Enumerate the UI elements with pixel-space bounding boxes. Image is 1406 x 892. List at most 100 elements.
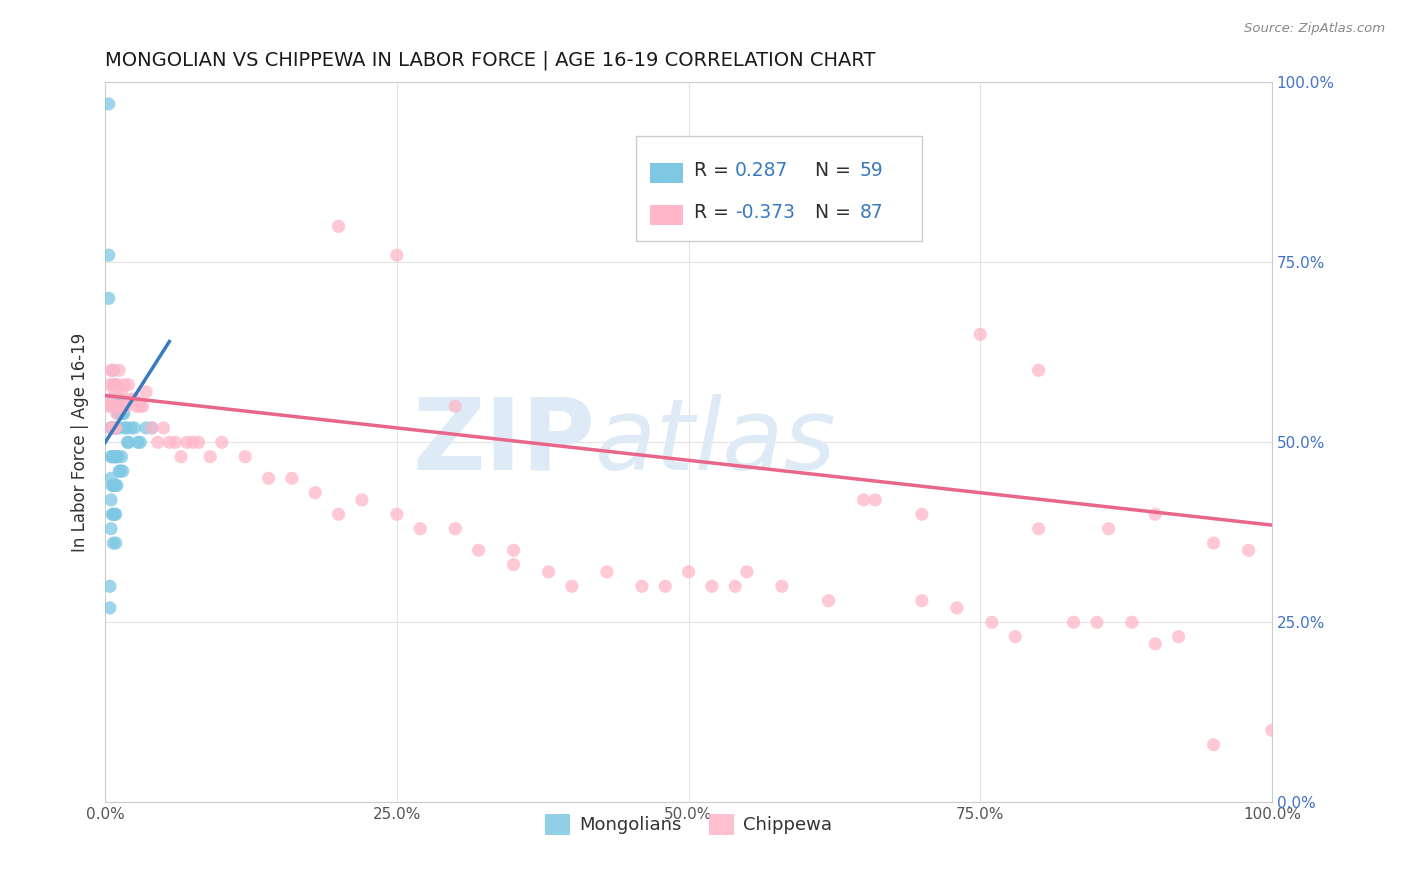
Point [110, 450, 132, 464]
Point [101, 400, 124, 414]
Point [101, 400, 124, 414]
Point [104, 421, 127, 435]
Text: 87: 87 [860, 203, 884, 222]
Point [257, 471, 280, 485]
Point [105, 377, 128, 392]
Text: MONGOLIAN VS CHIPPEWA IN LABOR FORCE | AGE 16-19 CORRELATION CHART: MONGOLIAN VS CHIPPEWA IN LABOR FORCE | A… [105, 51, 876, 70]
Point [385, 248, 408, 262]
Point [103, 392, 125, 406]
Point [141, 421, 163, 435]
Point [100, 492, 122, 507]
Point [911, 508, 934, 522]
Point [770, 579, 793, 593]
Point [103, 363, 125, 377]
Point [103, 508, 125, 522]
Point [103, 377, 125, 392]
Point [350, 492, 373, 507]
Point [100, 421, 122, 435]
Point [281, 471, 304, 485]
Point [115, 400, 138, 414]
Point [129, 400, 152, 414]
Point [654, 579, 676, 593]
Point [1121, 615, 1143, 630]
Point [502, 543, 524, 558]
Point [103, 536, 125, 550]
Point [200, 450, 222, 464]
Point [98, 579, 121, 593]
Text: N =: N = [803, 161, 856, 180]
Point [817, 593, 839, 607]
Point [108, 363, 131, 377]
Text: atlas: atlas [595, 393, 837, 491]
Point [537, 565, 560, 579]
Point [211, 435, 233, 450]
Point [328, 219, 350, 234]
Point [108, 421, 131, 435]
FancyBboxPatch shape [636, 136, 922, 241]
Point [111, 464, 134, 478]
Point [104, 450, 127, 464]
Text: -0.373: -0.373 [735, 203, 796, 222]
Point [678, 565, 700, 579]
Point [98, 377, 121, 392]
Point [1097, 522, 1119, 536]
Point [170, 450, 193, 464]
Point [103, 421, 125, 435]
Point [107, 400, 129, 414]
Point [103, 384, 125, 399]
Point [187, 435, 209, 450]
Point [110, 400, 132, 414]
Point [103, 421, 125, 435]
Point [108, 464, 131, 478]
Point [117, 435, 139, 450]
Point [101, 421, 124, 435]
Point [110, 384, 132, 399]
Point [1028, 363, 1050, 377]
Point [700, 579, 723, 593]
Point [409, 522, 432, 536]
Point [1144, 637, 1167, 651]
Point [105, 450, 128, 464]
Point [107, 407, 129, 421]
Point [561, 579, 583, 593]
Text: 59: 59 [860, 161, 884, 180]
Point [125, 400, 148, 414]
Point [304, 485, 326, 500]
Legend: Mongolians, Chippewa: Mongolians, Chippewa [536, 805, 841, 844]
Point [969, 327, 991, 342]
Point [135, 384, 157, 399]
Point [103, 508, 125, 522]
Text: Source: ZipAtlas.com: Source: ZipAtlas.com [1244, 22, 1385, 36]
Point [1028, 522, 1050, 536]
Point [105, 400, 128, 414]
Point [467, 543, 489, 558]
Point [103, 478, 125, 492]
Point [181, 435, 204, 450]
Point [444, 400, 467, 414]
Point [100, 471, 122, 485]
Point [101, 363, 124, 377]
Point [105, 421, 128, 435]
Point [100, 363, 122, 377]
Point [112, 407, 135, 421]
FancyBboxPatch shape [650, 204, 683, 225]
Point [233, 450, 256, 464]
Point [863, 492, 886, 507]
Point [101, 508, 124, 522]
Point [110, 407, 132, 421]
Point [152, 421, 174, 435]
Point [103, 421, 125, 435]
Point [1004, 630, 1026, 644]
Point [105, 407, 128, 421]
Point [596, 565, 619, 579]
Point [980, 615, 1002, 630]
Point [114, 421, 136, 435]
Point [97, 248, 120, 262]
FancyBboxPatch shape [650, 163, 683, 183]
Point [1167, 630, 1189, 644]
Point [165, 435, 187, 450]
Point [100, 450, 122, 464]
Point [104, 400, 127, 414]
Point [100, 421, 122, 435]
Point [946, 600, 969, 615]
